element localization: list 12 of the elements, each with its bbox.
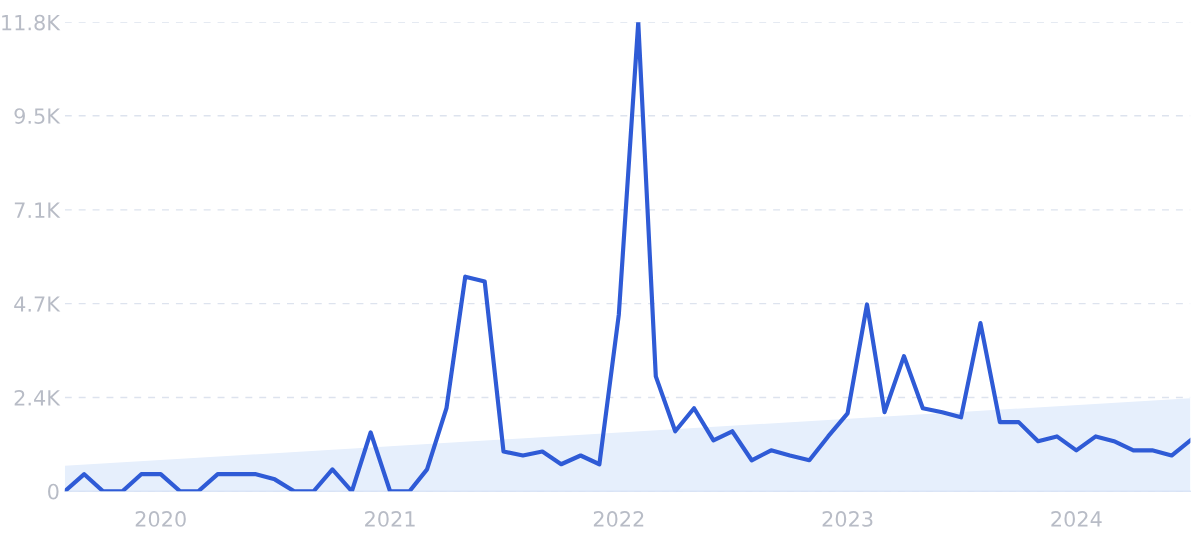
x-tick-label: 2023 [822,511,873,527]
x-tick-label: 2022 [593,511,644,527]
y-tick-label: 11.8K [2,14,61,31]
y-tick-label: 7.1K [14,202,61,218]
y-tick-label: 4.7K [14,296,61,312]
line-series [64,22,1191,492]
x-tick-label: 2024 [1051,511,1102,527]
y-tick-label: 9.5K [14,108,61,124]
x-tick-label: 2021 [365,511,415,527]
x-tick-label: 2020 [135,511,186,527]
y-tick-label: 0 [48,483,59,500]
y-tick-label: 2.4K [14,389,61,406]
